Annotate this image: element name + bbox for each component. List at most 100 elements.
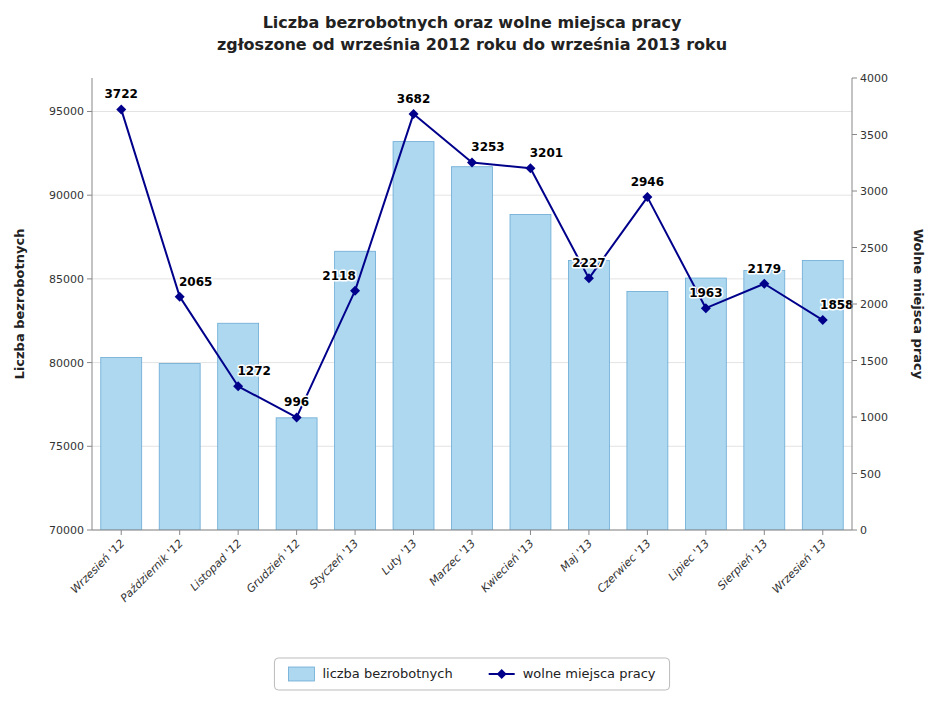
bar	[510, 214, 551, 530]
data-label: 996	[284, 395, 309, 409]
x-tick	[647, 530, 648, 535]
legend-label: wolne miejsca pracy	[523, 666, 656, 681]
data-label: 2946	[631, 175, 664, 189]
y-tick-label: 70000	[49, 524, 84, 537]
x-tick-label: Październik '12	[118, 537, 186, 605]
x-tick	[355, 530, 356, 535]
legend-item: wolne miejsca pracy	[489, 666, 656, 681]
marker	[818, 315, 828, 325]
marker	[350, 286, 360, 296]
x-tick-label: Marzec '13	[427, 537, 479, 589]
x-tick	[530, 530, 531, 535]
legend-label: liczba bezrobotnych	[322, 666, 452, 681]
x-tick-label: Sierpień '13	[715, 537, 771, 593]
x-tick	[296, 530, 297, 535]
marker	[525, 163, 535, 173]
bar	[685, 278, 726, 530]
y-tick	[87, 195, 92, 196]
marker	[233, 381, 243, 391]
y-tick-label: 85000	[49, 273, 84, 286]
x-tick-label: Styczeń '13	[307, 537, 361, 591]
y-tick	[87, 111, 92, 112]
y2-tick-label: 2000	[860, 298, 888, 311]
marker	[467, 157, 477, 167]
y-tick-label: 80000	[49, 357, 84, 370]
x-tick	[705, 530, 706, 535]
y2-tick-label: 3000	[860, 185, 888, 198]
x-tick-label: Maj '13	[558, 537, 595, 574]
y2-tick-label: 2500	[860, 242, 888, 255]
bar	[276, 418, 317, 530]
chart: Liczba bezrobotnych oraz wolne miejsca p…	[0, 0, 944, 704]
x-tick-label: Kwiecień '13	[478, 537, 536, 595]
data-label: 1963	[689, 286, 722, 300]
legend-marker	[497, 669, 507, 679]
y2-tick-label: 500	[860, 468, 881, 481]
y-tick-label: 90000	[49, 189, 84, 202]
y-tick	[87, 362, 92, 363]
y2-tick	[852, 134, 857, 135]
data-label: 1858	[820, 298, 853, 312]
y2-tick	[852, 304, 857, 305]
x-tick	[413, 530, 414, 535]
grid	[92, 111, 852, 530]
bar	[218, 323, 259, 530]
y2-tick	[852, 78, 857, 79]
data-label: 3682	[397, 92, 430, 106]
y2-tick	[852, 360, 857, 361]
marker	[642, 192, 652, 202]
bar	[452, 167, 493, 530]
x-tick-label: Listopad '12	[188, 537, 245, 594]
x-tick-label: Wrzesień '13	[770, 537, 829, 596]
x-tick	[179, 530, 180, 535]
y-tick	[87, 530, 92, 531]
bar	[568, 260, 609, 530]
marker	[116, 104, 126, 114]
bar	[335, 251, 376, 530]
y2-tick	[852, 417, 857, 418]
data-label: 1272	[237, 364, 270, 378]
y2-tick	[852, 191, 857, 192]
x-tick	[238, 530, 239, 535]
x-tick-label: Grudzień '12	[244, 537, 303, 596]
x-tick-label: Czerwiec '13	[595, 537, 654, 596]
x-tick	[764, 530, 765, 535]
legend-frame	[274, 658, 669, 690]
grid-line	[92, 111, 852, 112]
line	[121, 109, 823, 417]
x-tick-label: Lipiec '13	[666, 537, 712, 583]
marker	[759, 279, 769, 289]
y2-tick-label: 4000	[860, 72, 888, 85]
bar	[627, 291, 668, 530]
data-label: 2227	[572, 256, 605, 270]
x-tick	[472, 530, 473, 535]
marker	[701, 303, 711, 313]
data-label: 3253	[471, 140, 504, 154]
legend-swatch	[288, 667, 314, 681]
y2-tick	[852, 473, 857, 474]
legend: liczba bezrobotnych wolne miejsca pracy	[274, 658, 669, 690]
bar	[101, 358, 142, 530]
y2-tick	[852, 247, 857, 248]
data-label: 2179	[748, 262, 781, 276]
data-labels: 3722206512729962118368232533201222729461…	[105, 87, 854, 409]
marker	[175, 292, 185, 302]
data-label: 2118	[322, 269, 355, 283]
y2-tick-label: 1000	[860, 411, 888, 424]
marker	[409, 109, 419, 119]
bar	[393, 142, 434, 530]
y-axis-label: Liczba bezrobotnych	[12, 229, 27, 380]
axes: 7000075000800008500090000950000500100015…	[12, 72, 926, 605]
bar	[744, 271, 785, 530]
data-label: 3722	[105, 87, 138, 101]
bar	[159, 363, 200, 530]
y-tick	[87, 278, 92, 279]
y2-tick	[852, 530, 857, 531]
y-axis-line	[92, 78, 93, 530]
y-tick-label: 95000	[49, 105, 84, 118]
y-tick	[87, 446, 92, 447]
y-tick-label: 75000	[49, 440, 84, 453]
marker	[292, 412, 302, 422]
x-tick-label: Wrzesień '12	[68, 537, 127, 596]
x-tick	[588, 530, 589, 535]
